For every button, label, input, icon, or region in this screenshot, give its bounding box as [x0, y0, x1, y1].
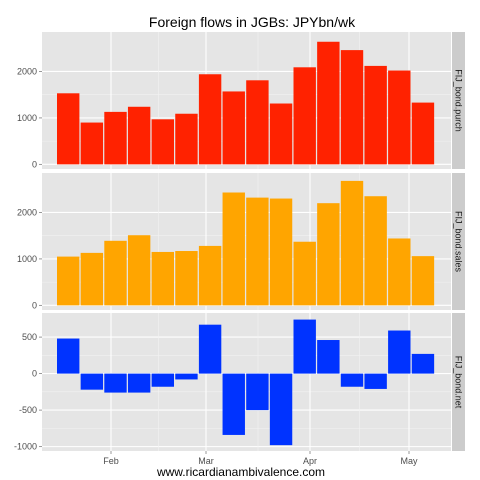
bar-FIJ_bond.sales-10	[269, 198, 293, 306]
chart-caption: www.ricardianambivalence.com	[156, 465, 325, 479]
bar-FIJ_bond.purch-3	[104, 111, 127, 165]
bar-FIJ_bond.purch-14	[364, 65, 387, 165]
panel-FIJ_bond.sales: 0 1000 2000 FIJ_bond.sales	[17, 173, 465, 310]
facet-strip-label: FIJ_bond.sales	[454, 211, 464, 273]
chart-title: Foreign flows in JGBs: JPYbn/wk	[149, 14, 356, 30]
bar-FIJ_bond.sales-16	[411, 256, 435, 306]
bar-FIJ_bond.purch-2	[80, 122, 104, 165]
bar-FIJ_bond.net-1	[57, 338, 80, 374]
bar-FIJ_bond.sales-4	[127, 235, 151, 306]
bar-FIJ_bond.net-2	[80, 373, 104, 390]
bar-FIJ_bond.net-12	[317, 340, 340, 374]
bar-FIJ_bond.net-3	[104, 373, 127, 393]
bar-FIJ_bond.sales-8	[222, 192, 245, 306]
bar-FIJ_bond.net-8	[222, 373, 245, 435]
facet-strip-label: FIJ_bond.purch	[454, 69, 464, 132]
y-tick-label: 2000	[17, 207, 37, 217]
bar-FIJ_bond.purch-7	[198, 74, 222, 165]
bar-FIJ_bond.sales-2	[80, 252, 104, 306]
chart-panels: 0 1000 2000 FIJ_bond.purch 0 1000 2000 FIJ_bond…	[14, 32, 465, 452]
y-tick-label: 1000	[17, 113, 37, 123]
bar-FIJ_bond.purch-11	[293, 67, 316, 165]
bar-FIJ_bond.sales-7	[198, 245, 222, 306]
bar-FIJ_bond.net-13	[340, 373, 364, 387]
bar-FIJ_bond.sales-6	[175, 251, 198, 306]
y-tick-label: 0	[32, 369, 37, 379]
bar-FIJ_bond.sales-9	[246, 197, 269, 306]
bar-FIJ_bond.net-14	[364, 373, 387, 389]
panel-FIJ_bond.net: -1000 -500 0 500 FIJ_bond.net	[14, 313, 465, 452]
x-tick-label: Feb	[103, 456, 119, 466]
bar-FIJ_bond.net-5	[151, 373, 174, 387]
bar-FIJ_bond.purch-15	[388, 70, 411, 165]
bar-FIJ_bond.purch-6	[175, 113, 198, 165]
bar-FIJ_bond.net-9	[246, 373, 269, 411]
bar-FIJ_bond.net-10	[269, 373, 293, 446]
bar-FIJ_bond.purch-16	[411, 102, 435, 165]
bar-FIJ_bond.net-4	[127, 373, 151, 393]
y-tick-label: -500	[19, 405, 37, 415]
bar-FIJ_bond.net-6	[175, 373, 198, 380]
bar-FIJ_bond.sales-13	[340, 180, 364, 306]
bar-FIJ_bond.net-7	[198, 324, 222, 374]
x-tick-label: May	[400, 456, 418, 466]
bar-FIJ_bond.net-11	[293, 319, 316, 374]
facet-strip-label: FIJ_bond.net	[454, 356, 464, 409]
y-tick-label: 0	[32, 300, 37, 310]
bar-FIJ_bond.purch-8	[222, 91, 245, 165]
bar-FIJ_bond.purch-4	[127, 106, 151, 165]
bar-FIJ_bond.sales-12	[317, 203, 340, 306]
bar-FIJ_bond.net-16	[411, 353, 435, 374]
bar-FIJ_bond.sales-14	[364, 196, 387, 306]
bar-FIJ_bond.purch-10	[269, 103, 293, 165]
x-axis: Feb Mar Apr May	[103, 451, 418, 466]
bar-FIJ_bond.net-15	[388, 330, 411, 374]
facet-strip	[452, 173, 465, 310]
bar-FIJ_bond.sales-11	[293, 241, 316, 306]
bar-FIJ_bond.sales-1	[57, 256, 80, 306]
facet-strip	[452, 32, 465, 169]
bar-FIJ_bond.purch-13	[340, 50, 364, 165]
bar-FIJ_bond.purch-5	[151, 119, 174, 165]
panel-FIJ_bond.purch: 0 1000 2000 FIJ_bond.purch	[17, 32, 465, 169]
x-tick-label: Mar	[198, 456, 214, 466]
bar-FIJ_bond.purch-1	[57, 93, 80, 165]
y-tick-label: 2000	[17, 66, 37, 76]
y-tick-label: 1000	[17, 254, 37, 264]
y-tick-label: 500	[22, 332, 37, 342]
bar-FIJ_bond.sales-5	[151, 251, 174, 306]
bar-FIJ_bond.purch-9	[246, 80, 269, 165]
y-tick-label: 0	[32, 159, 37, 169]
facet-strip	[452, 313, 465, 451]
bar-FIJ_bond.sales-3	[104, 240, 127, 306]
x-tick-label: Apr	[303, 456, 317, 466]
y-tick-label: -1000	[14, 442, 37, 452]
bar-FIJ_bond.purch-12	[317, 41, 340, 165]
bar-FIJ_bond.sales-15	[388, 238, 411, 306]
